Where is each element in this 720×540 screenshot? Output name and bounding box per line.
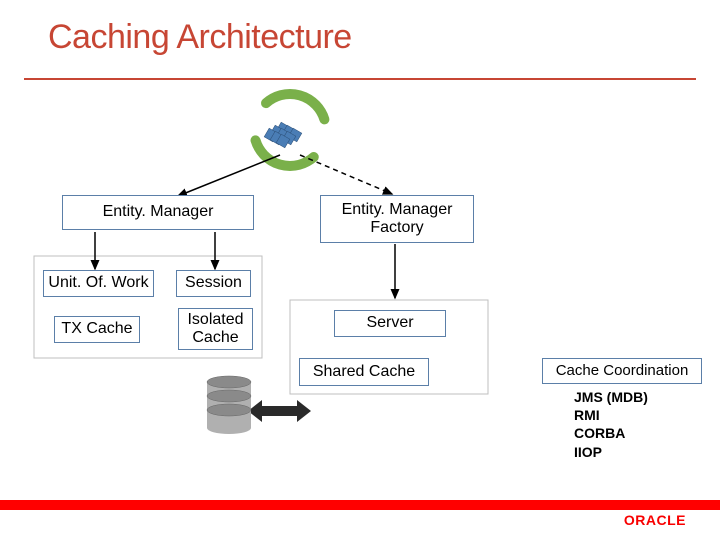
protocol-list: JMS (MDB) RMI CORBA IIOP (574, 388, 648, 461)
shared-cache-box: Shared Cache (299, 358, 429, 386)
cache-coordination-box: Cache Coordination (542, 358, 702, 384)
oracle-logo: ORACLE (624, 512, 686, 528)
entity-manager-box: Entity. Manager (62, 195, 254, 230)
unit-of-work-box: Unit. Of. Work (43, 270, 154, 297)
isolated-cache-box: Isolated Cache (178, 308, 253, 350)
session-box: Session (176, 270, 251, 297)
protocol-item: IIOP (574, 443, 648, 461)
tx-cache-box: TX Cache (54, 316, 140, 343)
footer-bar (0, 500, 720, 510)
server-box: Server (334, 310, 446, 337)
page-title: Caching Architecture (48, 18, 352, 57)
protocol-item: JMS (MDB) (574, 388, 648, 406)
entity-manager-factory-box: Entity. Manager Factory (320, 195, 474, 243)
protocol-item: RMI (574, 406, 648, 424)
protocol-item: CORBA (574, 424, 648, 442)
title-underline (24, 78, 696, 80)
